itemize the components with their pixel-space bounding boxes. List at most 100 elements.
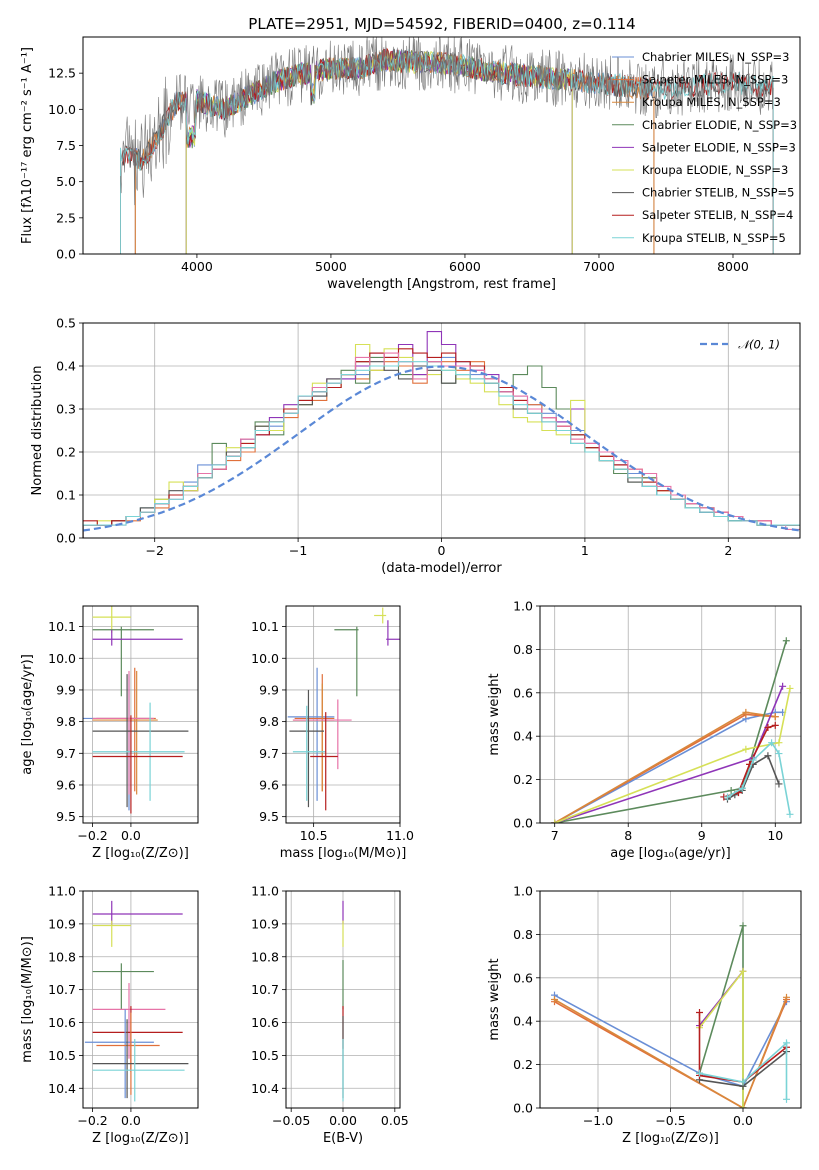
weight-marker [739, 922, 747, 930]
weight-marker [551, 996, 558, 1003]
x-tick-label: 0.0 [121, 828, 141, 843]
y-tick-label: 0.1 [56, 488, 76, 503]
y-tick-label: 10.9 [48, 916, 76, 931]
weight-marker [771, 713, 779, 721]
x-tick-label: 8 [624, 828, 632, 843]
x-axis-label: mass [log₁₀(M/M⊙)] [280, 846, 407, 861]
y-tick-label: 7.5 [56, 138, 76, 153]
age-vs-weight-panel: 7 8 9 10 0.0 0.2 0.4 0.6 0.8 1.0 age [log₁₀(age/yr… [487, 599, 802, 861]
z-vs-weight-panel: −1.0 −0.5 0.0 0.0 0.2 0.4 0.6 0.8 1.0 Z [log₁₀(Z/… [487, 884, 802, 1146]
x-tick-label: −0.05 [272, 1113, 310, 1128]
y-tick-label: 10.6 [48, 1015, 76, 1030]
x-tick-label: −2 [145, 543, 163, 558]
y-tick-label: 0.4 [513, 1014, 533, 1029]
y-tick-label: 10.0 [48, 102, 76, 117]
weight-marker [764, 724, 772, 732]
x-tick-label: 0.0 [733, 1113, 753, 1128]
weight-marker [738, 784, 746, 792]
x-tick-label: 5000 [315, 259, 347, 274]
y-tick-label: 9.6 [259, 777, 279, 792]
y-tick-label: 10.5 [251, 1048, 279, 1063]
x-tick-label: 0.05 [381, 1113, 409, 1128]
y-axis-label: Normed distribution [30, 366, 45, 496]
y-tick-label: 12.5 [48, 66, 76, 81]
x-axis-label: E(B-V) [323, 1131, 363, 1146]
x-tick-label: 6000 [449, 259, 481, 274]
errorbar-group [84, 900, 189, 1102]
weight-marker [783, 993, 790, 1001]
y-tick-label: 1.0 [513, 884, 533, 899]
x-tick-label: −0.2 [77, 828, 107, 843]
x-axis-label: Z [log₁₀(Z/Z⊙)] [622, 1131, 719, 1146]
y-tick-label: 0.6 [513, 970, 533, 985]
y-tick-label: 0.0 [56, 247, 76, 262]
legend-label: Salpeter MILES, N_SSP=3 [642, 73, 788, 87]
y-tick-label: 0.8 [513, 642, 533, 657]
y-tick-label: 9.8 [259, 714, 279, 729]
errorbar-group [287, 607, 400, 811]
legend-label: Salpeter STELIB, N_SSP=4 [642, 208, 793, 222]
weight-marker [742, 745, 750, 753]
weight-marker [779, 682, 787, 690]
x-tick-label: 7000 [583, 259, 615, 274]
y-tick-label: 1.0 [513, 599, 533, 614]
plot-frame [82, 605, 199, 824]
weight-marker [768, 739, 776, 747]
weight-line [554, 640, 788, 823]
y-tick-label: 0.0 [56, 531, 76, 546]
y-axis-label: Flux [fλ10⁻¹⁷ erg cm⁻² s⁻¹ A⁻¹] [20, 47, 35, 244]
x-tick-label: 2 [724, 543, 732, 558]
y-tick-label: 10.8 [48, 949, 76, 964]
plot-frame [539, 605, 802, 824]
weight-marker [783, 1039, 790, 1047]
legend-label: Kroupa MILES, N_SSP=3 [642, 95, 781, 109]
weight-marker [742, 708, 750, 716]
histogram-group [83, 331, 800, 538]
y-axis-label: age [log₁₀(age/yr)] [20, 654, 35, 775]
z-vs-age-panel: −0.2 0.0 9.5 9.6 9.7 9.8 9.9 10.0 10.1 Z [log₁₀(Z… [20, 605, 199, 861]
y-tick-label: 0.0 [513, 816, 533, 831]
x-tick-label: 10 [767, 828, 783, 843]
y-tick-label: 10.6 [251, 1015, 279, 1030]
x-tick-label: 4000 [181, 259, 213, 274]
y-tick-label: 0.4 [513, 729, 533, 744]
weight-marker [739, 1078, 747, 1086]
weight-line [727, 741, 791, 815]
y-tick-label: 10.8 [251, 949, 279, 964]
plot-frame [285, 605, 401, 824]
y-tick-label: 0.6 [513, 685, 533, 700]
y-tick-label: 10.7 [251, 982, 279, 997]
x-axis-label: age [log₁₀(age/yr)] [610, 846, 731, 861]
x-axis-label: (data-model)/error [381, 561, 502, 576]
y-tick-label: 9.5 [56, 809, 76, 824]
y-tick-label: 9.9 [56, 682, 76, 697]
x-tick-label: −1 [289, 543, 307, 558]
legend-label: 𝒩(0, 1) [738, 338, 780, 352]
legend-label: Kroupa STELIB, N_SSP=5 [642, 231, 786, 245]
x-tick-label: −0.5 [655, 1113, 685, 1128]
weight-marker [749, 756, 757, 764]
z-vs-mass-panel: −0.2 0.0 10.4 10.5 10.6 10.7 10.8 10.9 11.0 Z [lo… [20, 884, 199, 1146]
y-tick-label: 2.5 [56, 210, 76, 225]
weight-marker [786, 810, 794, 818]
weight-marker [775, 780, 783, 788]
weight-lines [551, 637, 794, 823]
weight-marker [551, 819, 559, 823]
weight-lines [551, 922, 790, 1108]
plot-frame [285, 890, 401, 1109]
x-tick-label: 0.00 [329, 1113, 357, 1128]
y-tick-label: 9.5 [259, 809, 279, 824]
y-tick-label: 11.0 [48, 884, 76, 899]
spectrum-lines [120, 37, 774, 254]
y-tick-label: 10.7 [48, 982, 76, 997]
y-tick-label: 10.4 [48, 1081, 76, 1096]
weight-line [698, 1012, 787, 1083]
weight-marker [783, 1095, 790, 1103]
x-tick-label: 10.5 [300, 828, 328, 843]
histogram-step [83, 361, 800, 538]
plot-frame [82, 322, 801, 539]
y-axis-label: mass weight [487, 673, 502, 755]
weight-marker [739, 1104, 747, 1108]
y-tick-label: 0.2 [513, 772, 533, 787]
